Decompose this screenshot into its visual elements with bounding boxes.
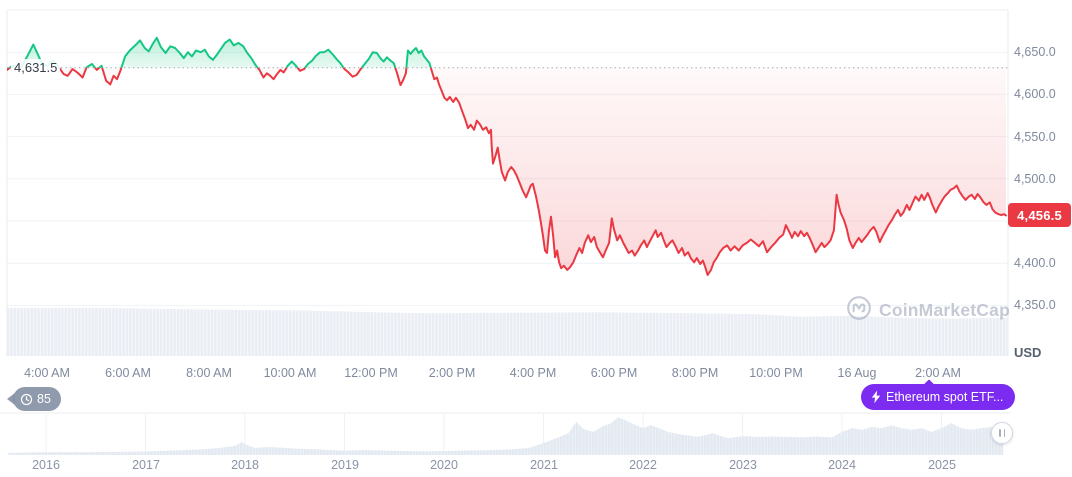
y-axis-tick: 4,350.0 (1014, 298, 1056, 312)
x-axis-tick: 6:00 AM (105, 366, 151, 380)
navigator-year: 2016 (32, 458, 60, 472)
y-axis-tick: 4,550.0 (1014, 130, 1056, 144)
navigator-history-area[interactable] (8, 417, 1004, 455)
y-axis-tick: 4,500.0 (1014, 172, 1056, 186)
loss-fill-area (7, 67, 1006, 275)
navigator-year: 2021 (530, 458, 558, 472)
lightning-bolt-icon (871, 390, 881, 404)
x-axis-tick: 4:00 PM (509, 366, 557, 380)
y-axis-tick: 4,650.0 (1014, 45, 1056, 59)
current-price-badge: 4,456.5 (1008, 203, 1071, 227)
x-axis-tick: 10:00 PM (749, 366, 803, 380)
navigator-year: 2020 (430, 458, 458, 472)
navigator-year: 2025 (928, 458, 956, 472)
x-axis-tick: 2:00 AM (915, 366, 961, 380)
navigator-year: 2017 (132, 458, 160, 472)
currency-unit-label: USD (1014, 345, 1042, 360)
x-axis-tick: 8:00 PM (671, 366, 719, 380)
x-axis-tick: 16 Aug (837, 366, 877, 380)
navigator-year: 2019 (331, 458, 359, 472)
annotation-text: Ethereum spot ETF... (886, 390, 1004, 404)
y-axis-tick: 4,600.0 (1014, 87, 1056, 101)
history-count: 85 (37, 392, 51, 406)
x-axis-tick: 12:00 PM (344, 366, 398, 380)
navigator-year: 2022 (629, 458, 657, 472)
navigator-year: 2018 (231, 458, 259, 472)
open-price-label: 4,631.5 (11, 59, 61, 76)
price-line-below-open[interactable] (7, 38, 1007, 276)
y-axis-tick: 4,400.0 (1014, 256, 1056, 270)
handle-grip-bar (1003, 429, 1005, 437)
navigator-drag-handle[interactable] (991, 422, 1013, 444)
x-axis-tick: 6:00 PM (590, 366, 638, 380)
history-events-badge[interactable]: 85 (13, 387, 61, 411)
etf-annotation-badge[interactable]: Ethereum spot ETF... (861, 384, 1016, 410)
handle-grip-bar (999, 429, 1001, 437)
navigator-year: 2023 (729, 458, 757, 472)
x-axis-tick: 4:00 AM (24, 366, 70, 380)
x-axis-tick: 10:00 AM (263, 366, 317, 380)
price-line-above-open[interactable] (7, 36, 1006, 275)
x-axis-tick: 2:00 PM (428, 366, 476, 380)
navigator-year: 2024 (828, 458, 856, 472)
volume-area (7, 308, 1008, 356)
x-axis-tick: 8:00 AM (186, 366, 232, 380)
clock-history-icon (20, 393, 33, 406)
